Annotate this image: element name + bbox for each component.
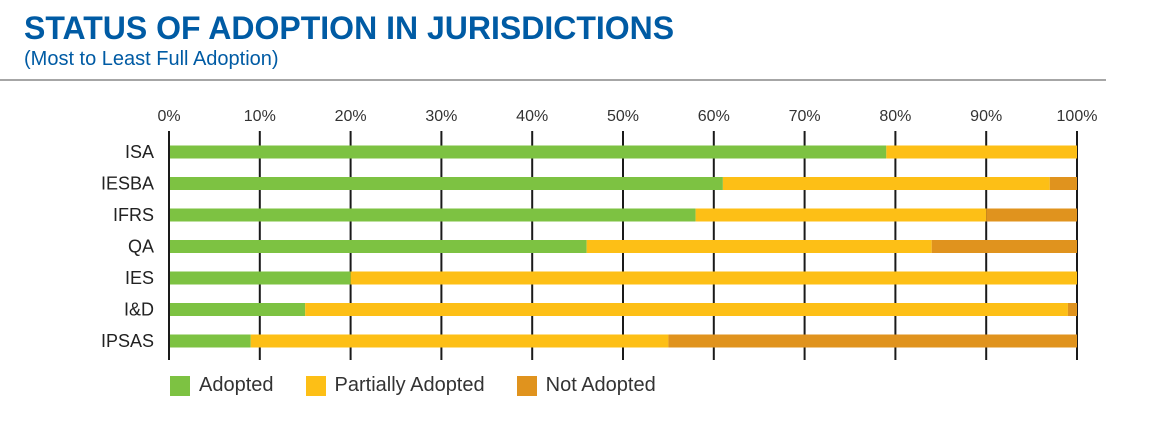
bar-segment-not-adopted	[1049, 177, 1077, 190]
bar-segment-not-adopted	[1067, 303, 1077, 316]
bar-segment-adopted	[169, 271, 351, 285]
category-label: I&D	[124, 300, 154, 320]
bar-segment-partially-adopted	[350, 271, 1078, 285]
bar-segment-adopted	[169, 177, 723, 190]
legend-item-partially-adopted: Partially Adopted	[305, 374, 485, 397]
bar-segment-adopted	[169, 208, 696, 222]
stacked-bar-chart: 0% 10% 20% 30% 40% 50% 60% 70% 80% 90% 100% ISA IESB…	[101, 108, 1098, 360]
category-label: IPSAS	[101, 331, 154, 351]
bar-segment-adopted	[169, 240, 587, 253]
x-tick-label: 10%	[244, 108, 276, 125]
category-label: IFRS	[113, 205, 154, 225]
bar-segment-not-adopted	[986, 208, 1077, 222]
category-label: QA	[128, 237, 154, 257]
x-tick-label: 50%	[607, 108, 639, 125]
bar-segment-partially-adopted	[250, 334, 669, 348]
chart-legend: Adopted Partially Adopted Not Adopted	[170, 374, 688, 397]
category-label: IES	[125, 268, 154, 288]
legend-label-partially-adopted: Partially Adopted	[334, 374, 485, 396]
category-label: IESBA	[101, 174, 154, 194]
legend-item-not-adopted: Not Adopted	[516, 374, 656, 397]
legend-label-not-adopted: Not Adopted	[545, 374, 656, 396]
bar-segment-adopted	[169, 334, 251, 348]
x-tick-label: 90%	[970, 108, 1002, 125]
bar-segment-adopted	[169, 303, 306, 316]
x-tick-label: 30%	[425, 108, 457, 125]
x-tick-label: 80%	[879, 108, 911, 125]
x-tick-label: 20%	[335, 108, 367, 125]
x-tick-label: 40%	[516, 108, 548, 125]
x-tick-label: 100%	[1057, 108, 1098, 125]
bar-segment-partially-adopted	[695, 208, 987, 222]
bar-segment-partially-adopted	[722, 177, 1050, 190]
bar-segment-not-adopted	[931, 240, 1077, 253]
legend-swatch-not-adopted	[516, 375, 537, 396]
x-tick-label: 60%	[698, 108, 730, 125]
bar-segment-partially-adopted	[586, 240, 932, 253]
bar-segment-partially-adopted	[886, 145, 1077, 159]
chart-title: STATUS OF ADOPTION IN JURISDICTIONS	[24, 10, 675, 46]
x-tick-label: 70%	[789, 108, 821, 125]
header-divider	[0, 79, 1106, 81]
legend-item-adopted: Adopted	[170, 374, 274, 397]
category-label: ISA	[125, 142, 154, 162]
legend-label-adopted: Adopted	[199, 374, 274, 396]
bar-segment-not-adopted	[668, 334, 1077, 348]
chart-subtitle: (Most to Least Full Adoption)	[24, 48, 279, 70]
bar-segment-partially-adopted	[305, 303, 1068, 316]
bar-segment-adopted	[169, 145, 887, 159]
x-tick-label: 0%	[157, 108, 180, 125]
legend-swatch-partially-adopted	[305, 375, 326, 396]
legend-swatch-adopted	[170, 375, 190, 396]
